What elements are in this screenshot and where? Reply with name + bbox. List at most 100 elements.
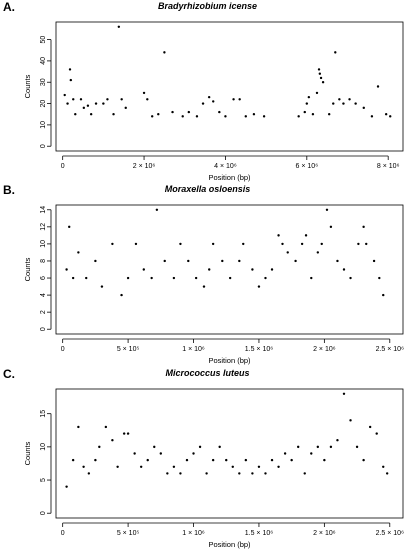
data-point <box>310 276 313 280</box>
data-point <box>342 268 346 271</box>
data-point <box>244 458 248 462</box>
chart-title: Micrococcus luteus <box>165 368 250 378</box>
data-point <box>195 115 199 118</box>
y-tick-label: 30 <box>40 78 47 86</box>
data-point <box>104 425 108 429</box>
x-tick-label: 1.5 × 10⁶ <box>245 346 273 353</box>
data-point <box>211 242 215 246</box>
data-point <box>211 458 215 462</box>
data-point <box>338 98 341 101</box>
data-point <box>336 259 339 263</box>
data-point <box>82 465 85 468</box>
data-point <box>163 51 166 54</box>
data-point <box>89 113 93 116</box>
x-tick-label: 5 × 10⁵ <box>117 346 140 353</box>
data-point <box>316 251 320 254</box>
data-point <box>342 392 346 395</box>
data-point <box>300 242 304 246</box>
data-point <box>316 445 320 449</box>
data-point <box>72 98 75 101</box>
data-point <box>382 293 385 297</box>
x-tick-label: 0 <box>61 530 65 537</box>
data-point <box>71 276 75 280</box>
data-point <box>290 458 293 462</box>
data-point <box>384 113 388 116</box>
data-point <box>120 98 123 101</box>
data-point <box>323 458 326 462</box>
data-point <box>224 115 227 118</box>
y-tick-label: 15 <box>40 410 47 418</box>
data-point <box>198 445 202 449</box>
panel-label: A. <box>3 0 15 14</box>
data-point <box>231 465 234 468</box>
x-tick-label: 8 × 10⁶ <box>377 163 400 170</box>
data-point <box>159 452 163 455</box>
x-tick-label: 0 <box>61 346 65 353</box>
data-point <box>185 458 189 462</box>
data-point <box>85 276 88 280</box>
data-point <box>349 419 352 422</box>
data-point <box>126 432 130 435</box>
data-point <box>126 276 130 280</box>
data-point <box>336 439 339 442</box>
data-point <box>238 98 241 101</box>
data-point <box>146 458 149 462</box>
y-tick-label: 10 <box>40 240 47 248</box>
data-point <box>329 445 333 449</box>
data-point <box>179 242 182 246</box>
data-point <box>208 268 211 271</box>
data-point <box>171 110 174 114</box>
data-point <box>120 293 123 297</box>
data-point <box>181 115 184 118</box>
data-point <box>65 485 68 488</box>
data-point <box>238 259 241 263</box>
data-point <box>87 472 91 475</box>
data-point <box>370 115 374 118</box>
plot-frame <box>55 21 404 152</box>
data-point <box>342 102 345 105</box>
data-point <box>207 95 211 99</box>
data-point <box>172 276 176 280</box>
data-point <box>117 25 121 28</box>
data-point <box>163 259 166 263</box>
data-point <box>252 113 256 116</box>
data-point <box>385 472 389 475</box>
y-tick-label: 12 <box>40 223 47 231</box>
y-tick-label: 6 <box>40 276 47 280</box>
y-tick-label: 8 <box>40 259 47 263</box>
data-point <box>362 225 365 229</box>
data-point <box>311 113 315 116</box>
data-point <box>251 472 254 475</box>
data-point <box>106 98 109 101</box>
data-point <box>378 276 381 280</box>
y-tick-label: 14 <box>40 206 47 214</box>
data-point <box>262 115 266 118</box>
data-point <box>382 465 385 468</box>
panel-label: C. <box>3 367 15 381</box>
data-point <box>228 276 232 280</box>
scatter-chart-a: 0 2 × 10⁶ 4 × 10⁶ 6 × 10⁶ 8 × 10⁶ 0 10 20 30 40 50… <box>23 21 404 182</box>
data-point <box>77 425 80 429</box>
data-point <box>146 98 149 101</box>
data-point <box>257 285 261 288</box>
x-tick-label: 1 × 10⁶ <box>182 530 205 537</box>
chart-title: Bradyrhizobium icense <box>157 1 258 11</box>
data-point <box>318 72 322 75</box>
data-point <box>264 472 267 475</box>
panel-c: C. Micrococcus luteus 0 5 × 10⁵ 1 × 10⁶ 1.5… <box>0 367 415 550</box>
data-point <box>294 259 297 263</box>
data-point <box>315 91 319 95</box>
data-point <box>264 276 267 280</box>
data-point <box>305 102 309 105</box>
data-point <box>354 102 357 105</box>
plot-frame <box>55 204 404 335</box>
data-point <box>355 445 359 449</box>
y-tick-label: 5 <box>40 478 47 482</box>
data-point <box>317 68 321 71</box>
data-point <box>319 76 323 80</box>
data-point <box>100 285 104 288</box>
y-axis-title: Counts <box>23 441 32 465</box>
data-point <box>94 259 97 263</box>
data-point <box>286 251 289 254</box>
panel-a: A. Bradyrhizobium icense 0 2 × 10⁶ 4 × 10⁶… <box>0 0 415 183</box>
